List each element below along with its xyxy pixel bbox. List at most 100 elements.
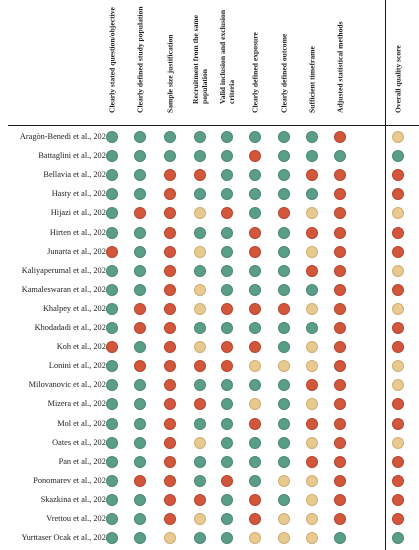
rating-dot <box>134 455 146 468</box>
rating-dot <box>106 226 118 239</box>
study-label: Pan et al., 2021 <box>58 456 110 466</box>
rating-dot <box>249 436 261 449</box>
rating-dot <box>221 169 233 182</box>
study-label: Battaglini et al., 2020 <box>38 151 110 161</box>
rating-dot <box>134 341 146 354</box>
rating-dot <box>249 493 261 506</box>
rating-dot <box>134 493 146 506</box>
rating-dot <box>306 131 318 143</box>
rating-dot <box>334 417 346 430</box>
rating-dot <box>306 302 318 315</box>
rating-dot <box>194 302 206 315</box>
rating-dot <box>249 532 261 545</box>
rating-dot <box>334 455 346 468</box>
rating-dot <box>106 169 118 182</box>
rating-dot <box>221 188 233 201</box>
rating-dot <box>334 493 346 506</box>
rating-dot <box>334 302 346 315</box>
rating-dot <box>392 226 404 239</box>
rating-dot <box>221 360 233 373</box>
rating-dot <box>334 150 346 163</box>
rating-dot <box>194 150 206 163</box>
rating-dot <box>392 513 404 525</box>
column-header: Valid inclusion and exclusion criteria <box>213 6 241 122</box>
rating-dot <box>134 207 146 220</box>
rating-dot <box>306 283 318 296</box>
rating-dot <box>134 360 146 373</box>
rating-dot <box>106 283 118 296</box>
rating-dot <box>194 169 206 182</box>
rating-dot <box>164 207 176 220</box>
rating-dot <box>106 474 118 487</box>
rating-dot <box>106 513 118 525</box>
rating-dot <box>194 455 206 468</box>
rating-dot <box>249 360 261 373</box>
rating-dot <box>306 264 318 277</box>
rating-dot <box>249 341 261 354</box>
rating-dot <box>306 226 318 239</box>
rating-dot <box>278 379 290 392</box>
rating-dot <box>306 188 318 201</box>
column-header-label: Clearly defined study population <box>135 6 145 113</box>
study-label: Bellavia et al., 2021 <box>43 170 110 180</box>
rating-dot <box>278 283 290 296</box>
rating-dot <box>278 207 290 220</box>
rating-dot <box>334 532 346 545</box>
rating-dot <box>392 455 404 468</box>
study-label: Kaliyaperumal et al., 2021 <box>21 265 110 275</box>
column-header: Clearly defined study population <box>126 6 154 122</box>
rating-dot <box>392 322 404 334</box>
rating-dot <box>134 131 146 143</box>
rating-dot <box>164 417 176 430</box>
rating-dot <box>392 188 404 201</box>
rating-dot <box>334 226 346 239</box>
rating-dot <box>194 474 206 487</box>
study-label: Skazkina et al., 2021 <box>40 494 110 504</box>
rating-dot <box>164 455 176 468</box>
rating-dot <box>334 131 346 143</box>
rating-dot <box>164 360 176 373</box>
study-label: Lonini et al., 2020 <box>48 361 110 371</box>
rating-dot <box>106 188 118 201</box>
rating-dot <box>194 398 206 411</box>
column-header: Recruitment from the same population <box>186 6 214 122</box>
rating-dot <box>106 455 118 468</box>
rating-dot <box>278 169 290 182</box>
rating-dot <box>306 532 318 545</box>
rating-dot <box>334 169 346 182</box>
rating-dot <box>194 131 206 143</box>
rating-dot <box>164 150 176 163</box>
rating-dot <box>134 188 146 201</box>
rating-dot <box>194 283 206 296</box>
rating-dot <box>194 532 206 545</box>
column-header: Overall quality score <box>384 6 412 122</box>
rating-dot <box>221 513 233 525</box>
column-header-label: Clearly defined exposure <box>250 32 260 113</box>
rating-dot <box>392 245 404 258</box>
rating-dot <box>249 188 261 201</box>
rating-dot <box>134 150 146 163</box>
rating-dot <box>221 264 233 277</box>
rating-dot <box>249 131 261 143</box>
rating-dot <box>106 207 118 220</box>
rating-dot <box>194 207 206 220</box>
rating-dot <box>106 245 118 258</box>
rating-dot <box>249 379 261 392</box>
rating-dot <box>221 436 233 449</box>
rating-dot <box>392 150 404 163</box>
rating-dot <box>164 341 176 354</box>
rating-dot <box>392 532 404 545</box>
rating-dot <box>392 379 404 392</box>
rating-dot <box>221 322 233 334</box>
overall-divider <box>385 0 386 550</box>
study-label: Milovanovic et al., 2021 <box>28 380 110 390</box>
rating-dot <box>134 226 146 239</box>
rating-dot <box>392 493 404 506</box>
rating-dot <box>278 455 290 468</box>
rating-dot <box>134 322 146 334</box>
rating-dot <box>194 188 206 201</box>
rating-dot <box>164 493 176 506</box>
rating-dot <box>392 360 404 373</box>
rating-dot <box>106 360 118 373</box>
rating-dot <box>164 436 176 449</box>
